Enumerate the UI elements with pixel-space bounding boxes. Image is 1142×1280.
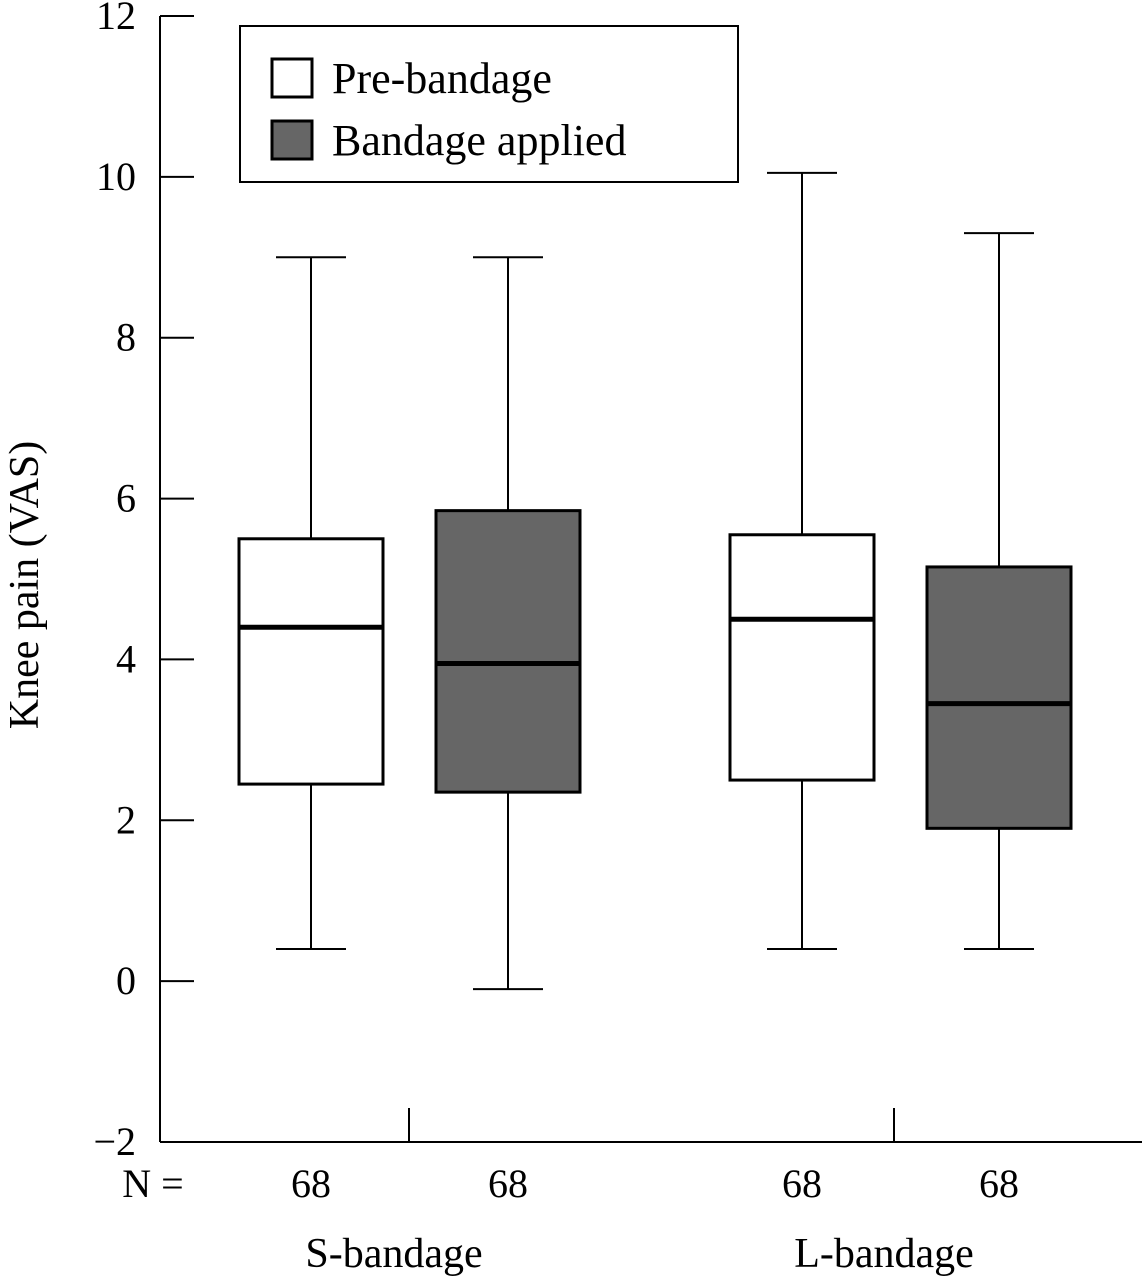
y-tick-label: −2 [93,1119,136,1164]
n-label: 68 [782,1161,822,1206]
n-label: 68 [488,1161,528,1206]
legend: Pre-bandage Bandage applied [239,25,739,183]
y-tick-label: 4 [116,636,136,681]
box-iqr [434,509,582,794]
n-label: 68 [291,1161,331,1206]
legend-swatch [270,119,314,161]
n-label: 68 [979,1161,1019,1206]
y-axis: −2 0 2 4 6 8 10 12 [93,0,194,1164]
box-iqr [237,537,385,786]
y-tick-label: 2 [116,797,136,842]
box-iqr [925,565,1073,830]
box-plot [434,256,582,991]
group-label: S-bandage [305,1231,482,1277]
n-prefix-label: N = [122,1161,183,1206]
y-tick-label: 10 [96,154,136,199]
box-plot [925,232,1073,950]
y-tick-label: 6 [116,476,136,521]
legend-label: Pre-bandage [332,54,552,103]
legend-swatch [270,57,314,99]
legend-label: Bandage applied [332,116,626,165]
box-plot [237,256,385,950]
box-plots [237,171,1073,991]
box-plot [728,171,876,950]
box-iqr [728,533,876,782]
y-axis-title: Knee pain (VAS) [2,441,48,730]
y-tick-label: 0 [116,958,136,1003]
y-tick-label: 8 [116,315,136,360]
y-tick-label: 12 [96,0,136,38]
legend-box [239,25,739,183]
group-label: L-bandage [794,1231,974,1277]
